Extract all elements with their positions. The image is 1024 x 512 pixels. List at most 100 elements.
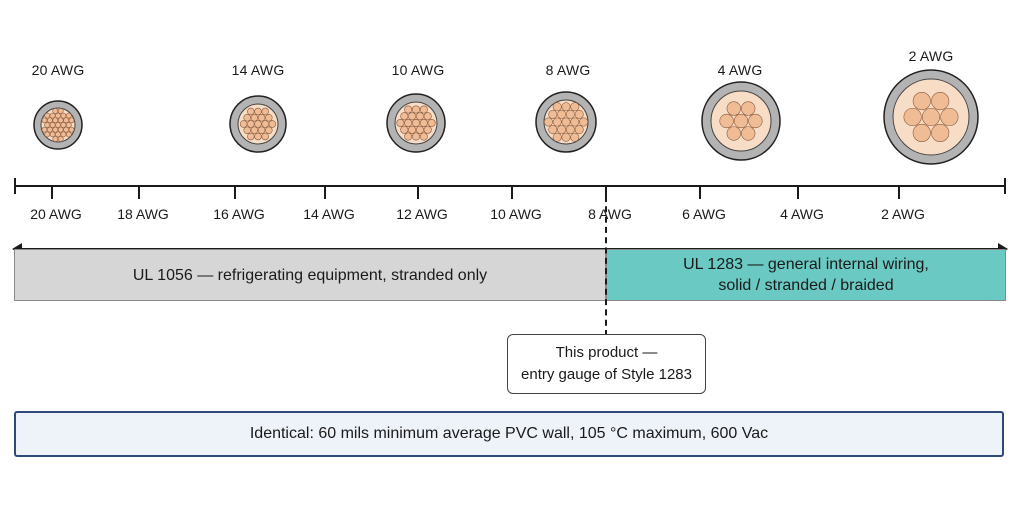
strand [570,117,580,127]
strand [68,126,75,133]
strand [579,117,589,127]
strand [247,132,255,141]
axis-tick-label: 18 AWG [117,206,169,222]
strand [261,120,269,128]
strand [57,117,64,124]
strand [44,131,51,138]
product-marker-line [605,196,607,336]
wire-label-2awg: 2 AWG [908,48,954,64]
strand [243,114,251,122]
strand [247,120,255,128]
axis-tick-label: 2 AWG [881,206,925,222]
strand [404,132,413,141]
strand [557,109,567,119]
strand [68,117,75,124]
axis-tick-label: 14 AWG [303,206,355,222]
wire-cross-section-icon [33,100,83,150]
wire-label-8awg: 8 AWG [545,62,591,78]
ul1056-band-label: UL 1056 — refrigerating equipment, stran… [132,266,488,284]
strand [419,105,428,114]
strand [49,112,56,119]
wire-label-20awg: 20 AWG [31,62,85,78]
strand [41,126,48,133]
strand [419,132,428,141]
strand [60,122,67,128]
ul1056-band: UL 1056 — refrigerating equipment, stran… [14,249,606,301]
wire-cross-section-icon [701,81,781,161]
strand [574,109,584,119]
strand [60,131,67,138]
strand [940,107,959,127]
strand [733,113,749,129]
strand [903,107,922,127]
strand [261,132,269,141]
wire-label-10awg: 10 AWG [391,62,445,78]
axis-tick-label: 12 AWG [396,206,448,222]
strand [931,92,950,111]
axis-tick [797,186,799,199]
strand [570,132,580,142]
wire-label-14awg: 14 AWG [231,62,285,78]
strand [57,108,64,114]
strand [247,107,255,116]
strand [57,136,64,142]
strand [741,126,756,141]
strand [411,118,421,128]
axis-tick-label: 10 AWG [490,206,542,222]
strand [47,126,53,133]
strand [65,131,72,138]
ul1283-band-label-line2: solid / stranded / braided [718,277,894,294]
identical-specs-box: Identical: 60 mils minimum average PVC w… [14,411,1004,457]
gauge-axis [14,178,1006,194]
strand [415,112,424,121]
axis-line [14,185,1006,187]
wire-cross-section-icon [229,95,287,153]
strand [574,125,584,135]
strand [561,132,571,142]
axis-tick [605,186,607,199]
strand [49,122,56,128]
strand [55,112,61,119]
strand [748,113,763,129]
axis-tick [511,186,513,199]
strand [254,107,262,116]
strand [570,102,580,112]
axis-tick-label: 6 AWG [682,206,726,222]
strand [47,117,53,124]
strand [404,105,413,114]
strand [548,125,558,135]
strand [741,101,756,116]
axis-end-left [14,178,16,194]
strand [52,108,59,114]
strand [257,126,266,134]
axis-tick [234,186,236,199]
axis-tick [417,186,419,199]
axis-tick [898,186,900,199]
wire-cross-section-icon [386,93,446,153]
strand [268,120,277,128]
strand [565,109,575,119]
strand [931,123,950,142]
strand [261,107,269,116]
strand [552,102,562,112]
product-callout: This product — entry gauge of Style 1283 [507,334,706,394]
strand [243,126,251,134]
wire-cross-sections [33,69,979,165]
strand [60,112,67,119]
strand [921,107,941,127]
strand [63,117,69,124]
wire-cross-section-icon [535,91,597,153]
strand [257,114,266,122]
wire-label-4awg: 4 AWG [717,62,763,78]
strand [250,114,259,122]
strand [557,125,567,135]
axis-tick-label: 20 AWG [30,206,82,222]
strand [912,92,931,111]
strand [52,126,59,133]
strand [250,126,259,134]
strand [427,118,436,128]
strand [400,125,409,134]
strand [561,117,571,127]
axis-tick [51,186,53,199]
ul1283-band-label-line1: UL 1283 — general internal wiring, [683,256,929,273]
